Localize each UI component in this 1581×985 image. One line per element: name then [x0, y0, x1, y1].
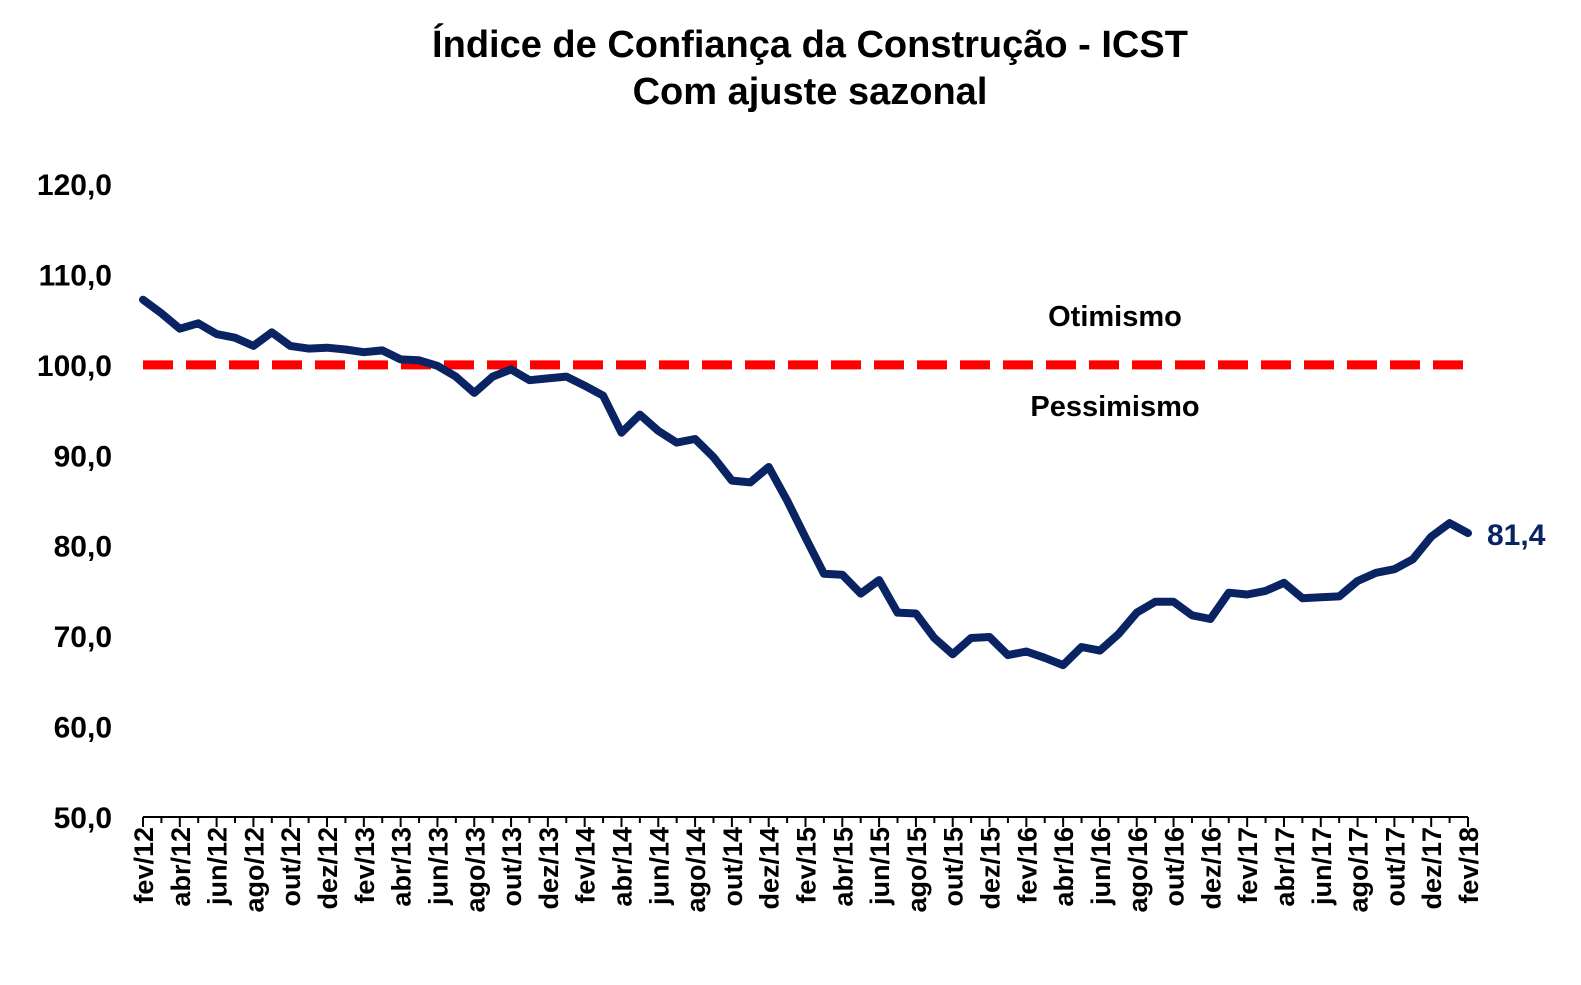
x-tick-label: dez/15	[976, 827, 1006, 910]
y-tick-label: 120,0	[37, 169, 112, 202]
x-tick-label: fev/14	[571, 827, 601, 904]
x-tick-label: out/12	[276, 827, 306, 907]
y-axis-ticks: 50,0 60,0 70,0 80,0 90,0 100,0 110,0 120,0	[37, 169, 112, 835]
x-tick-label: jun/15	[865, 827, 895, 906]
x-tick-label: out/17	[1380, 827, 1410, 907]
x-axis	[142, 816, 1469, 827]
series-line-icst	[139, 295, 1472, 670]
x-tick-label: dez/17	[1417, 827, 1447, 910]
x-tick-label: abr/16	[1049, 827, 1079, 907]
x-tick-label: out/14	[718, 827, 748, 907]
x-tick-label: jun/13	[423, 827, 453, 906]
x-tick-label: jun/12	[203, 827, 233, 906]
y-tick-label: 80,0	[54, 531, 112, 564]
x-tick-label: ago/13	[460, 827, 490, 913]
annotation-pessimismo: Pessimismo	[1030, 391, 1199, 423]
x-tick-label: fev/17	[1233, 827, 1263, 904]
x-tick-label: fev/12	[129, 827, 159, 904]
x-tick-label: out/16	[1160, 827, 1190, 907]
x-tick-label: dez/14	[755, 827, 785, 910]
x-tick-label: ago/17	[1344, 827, 1374, 913]
annotation-otimismo: Otimismo	[1048, 301, 1182, 333]
y-tick-label: 50,0	[54, 802, 112, 835]
x-tick-label: abr/13	[387, 827, 417, 907]
y-tick-label: 90,0	[54, 440, 112, 473]
x-tick-label: ago/12	[239, 827, 269, 913]
x-tick-label: out/13	[497, 827, 527, 907]
chart-title: Índice de Confiança da Construção - ICST	[432, 22, 1188, 66]
x-tick-label: dez/13	[534, 827, 564, 910]
x-tick-label: dez/12	[313, 827, 343, 910]
x-tick-label: jun/17	[1307, 827, 1337, 906]
x-tick-label: fev/16	[1012, 827, 1042, 904]
x-tick-label: fev/13	[350, 827, 380, 904]
x-tick-label: out/15	[939, 827, 969, 907]
x-axis-ticks: fev/12 abr/12 jun/12 ago/12 out/12 dez/12 fev/…	[129, 827, 1484, 913]
x-tick-label: ago/16	[1123, 827, 1153, 913]
x-tick-label: ago/15	[902, 827, 932, 913]
x-tick-label: abr/17	[1270, 827, 1300, 907]
y-tick-label: 110,0	[39, 259, 112, 292]
x-tick-label: dez/16	[1196, 827, 1226, 910]
x-tick-label: abr/12	[166, 827, 196, 907]
chart-subtitle: Com ajuste sazonal	[633, 71, 988, 113]
end-value-label: 81,4	[1487, 519, 1546, 552]
x-tick-label: ago/14	[681, 827, 711, 913]
x-tick-label: jun/16	[1086, 827, 1116, 906]
y-tick-label: 70,0	[54, 621, 112, 654]
x-tick-label: jun/14	[644, 827, 674, 906]
x-tick-label: abr/15	[828, 827, 858, 907]
y-tick-label: 60,0	[54, 712, 112, 745]
y-tick-label: 100,0	[37, 350, 112, 383]
x-tick-label: fev/15	[792, 827, 822, 904]
x-tick-label: fev/18	[1454, 827, 1484, 904]
x-tick-label: abr/14	[607, 827, 637, 907]
